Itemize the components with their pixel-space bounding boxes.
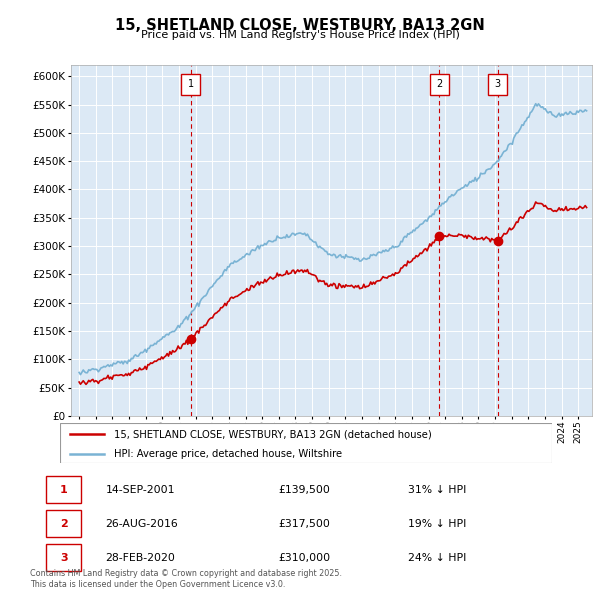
FancyBboxPatch shape xyxy=(488,74,507,95)
Text: 1: 1 xyxy=(60,484,68,494)
FancyBboxPatch shape xyxy=(46,544,82,571)
Text: Price paid vs. HM Land Registry's House Price Index (HPI): Price paid vs. HM Land Registry's House … xyxy=(140,30,460,40)
Text: 1: 1 xyxy=(188,79,194,89)
Text: 15, SHETLAND CLOSE, WESTBURY, BA13 2GN: 15, SHETLAND CLOSE, WESTBURY, BA13 2GN xyxy=(115,18,485,32)
FancyBboxPatch shape xyxy=(60,423,552,463)
Text: 31% ↓ HPI: 31% ↓ HPI xyxy=(408,484,466,494)
Text: £317,500: £317,500 xyxy=(278,519,330,529)
Text: 2: 2 xyxy=(60,519,68,529)
FancyBboxPatch shape xyxy=(181,74,200,95)
Text: 3: 3 xyxy=(494,79,501,89)
Text: £139,500: £139,500 xyxy=(278,484,330,494)
Text: 15, SHETLAND CLOSE, WESTBURY, BA13 2GN (detached house): 15, SHETLAND CLOSE, WESTBURY, BA13 2GN (… xyxy=(114,430,432,440)
Text: Contains HM Land Registry data © Crown copyright and database right 2025.
This d: Contains HM Land Registry data © Crown c… xyxy=(30,569,342,589)
Text: 19% ↓ HPI: 19% ↓ HPI xyxy=(408,519,466,529)
FancyBboxPatch shape xyxy=(46,510,82,537)
Text: 28-FEB-2020: 28-FEB-2020 xyxy=(106,553,175,563)
Text: 24% ↓ HPI: 24% ↓ HPI xyxy=(408,553,466,563)
Text: 14-SEP-2001: 14-SEP-2001 xyxy=(106,484,175,494)
Text: 2: 2 xyxy=(436,79,442,89)
FancyBboxPatch shape xyxy=(46,476,82,503)
Text: 3: 3 xyxy=(60,553,68,563)
FancyBboxPatch shape xyxy=(430,74,449,95)
Text: HPI: Average price, detached house, Wiltshire: HPI: Average price, detached house, Wilt… xyxy=(114,448,342,458)
Text: 26-AUG-2016: 26-AUG-2016 xyxy=(106,519,178,529)
Text: £310,000: £310,000 xyxy=(278,553,331,563)
